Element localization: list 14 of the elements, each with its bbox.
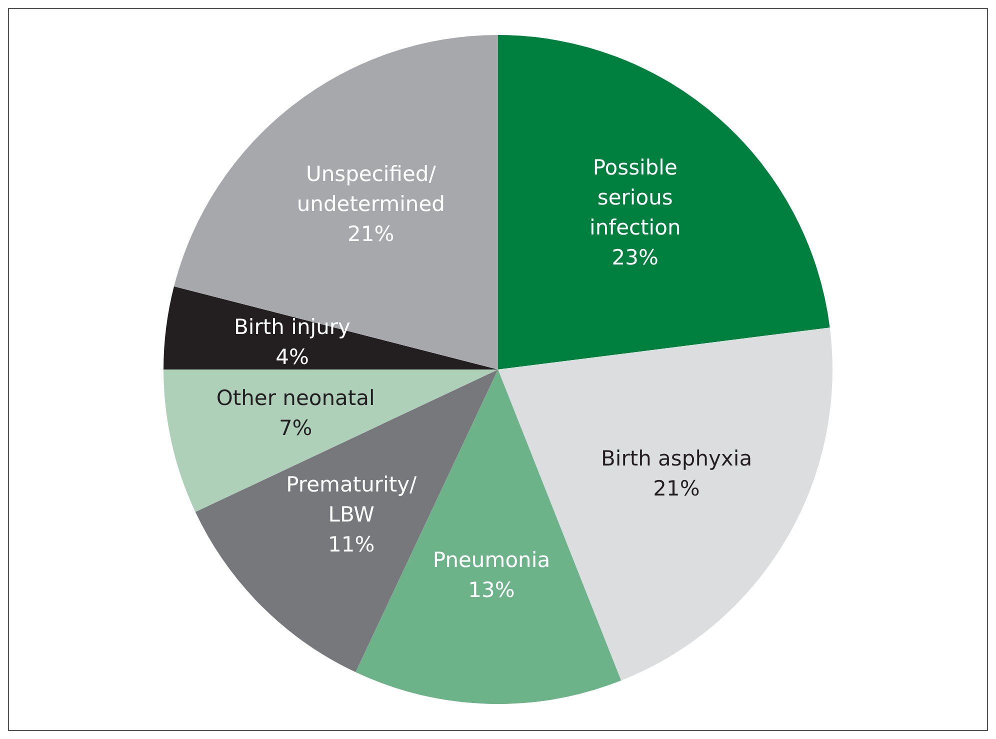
data-label: 21% bbox=[348, 222, 394, 246]
slice-label: Unspecified/ undetermined bbox=[296, 162, 445, 216]
data-label: 23% bbox=[612, 245, 658, 270]
slice-label: Other neonatal bbox=[216, 386, 375, 410]
data-label: 13% bbox=[468, 578, 515, 602]
slice-label: Prematurity/ LBW bbox=[286, 472, 418, 527]
data-label: 4% bbox=[276, 344, 309, 369]
data-label: 7% bbox=[278, 416, 312, 440]
slice-label: Birth asphyxia bbox=[600, 446, 752, 471]
data-label: 21% bbox=[653, 476, 700, 501]
slice-label: Pneumonia bbox=[432, 548, 550, 572]
slice-label: Possible serious infection bbox=[590, 155, 681, 240]
data-label: 11% bbox=[328, 532, 375, 557]
slice-label: Birth injury bbox=[234, 314, 350, 339]
